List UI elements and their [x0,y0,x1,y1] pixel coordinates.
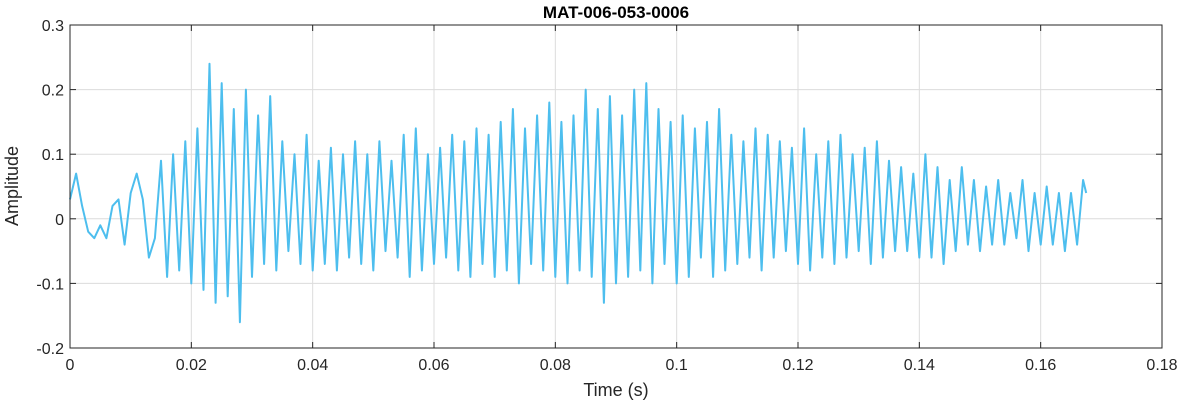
y-tick-label: 0.2 [42,83,64,100]
x-tick-label: 0.1 [666,357,688,374]
tick-labels: 0 0.02 0.04 0.06 0.08 0.1 0.12 0.14 0.16 0.18 -0.2… [36,18,1177,374]
grid [70,25,1162,348]
x-tick-label: 0.16 [1025,357,1056,374]
y-tick-label: 0.3 [42,18,64,35]
x-tick-label: 0.02 [176,357,207,374]
plot-frame [69,24,1163,349]
y-tick-label: 0 [55,212,64,229]
plot-background [70,25,1162,348]
chart-title: MAT-006-053-0006 [543,3,689,22]
x-tick-label: 0 [66,357,75,374]
y-tick-label: -0.2 [36,341,64,358]
x-tick-label: 0.18 [1146,357,1177,374]
y-tick-label: 0.1 [42,147,64,164]
y-tick-label: -0.1 [36,276,64,293]
x-tick-label: 0.06 [418,357,449,374]
x-tick-label: 0.14 [904,357,935,374]
y-axis-label: Amplitude [2,146,22,226]
x-tick-label: 0.04 [297,357,328,374]
x-axis-label: Time (s) [583,380,648,400]
x-tick-label: 0.08 [540,357,571,374]
series-line [69,62,1088,324]
x-tick-label: 0.12 [782,357,813,374]
